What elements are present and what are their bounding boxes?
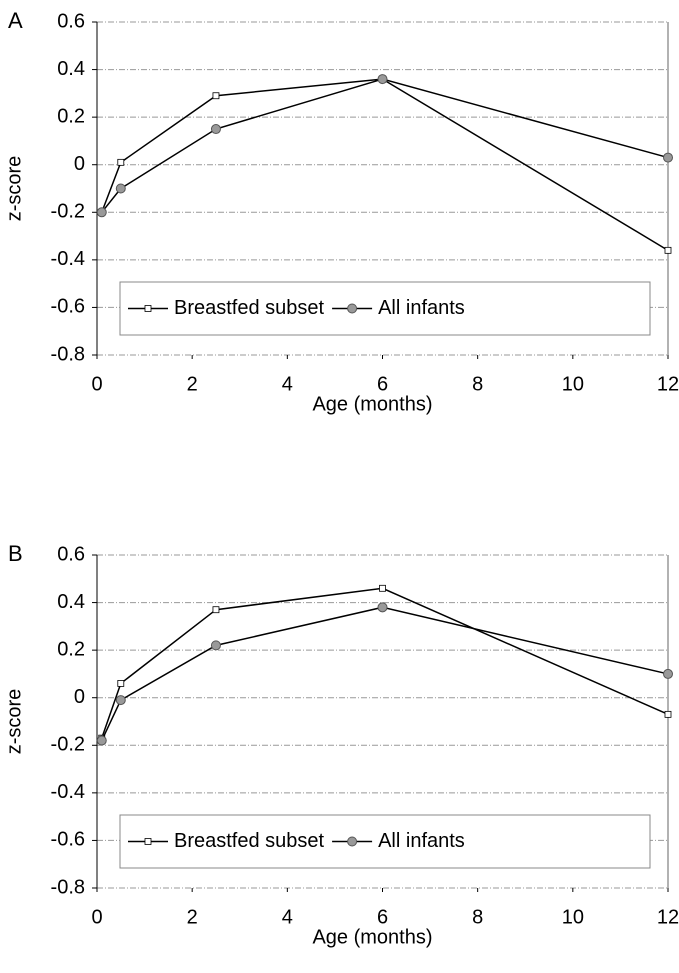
marker bbox=[115, 695, 126, 706]
legend-label: All infants bbox=[378, 297, 465, 319]
y-tick-label: -0.6 bbox=[51, 829, 85, 851]
y-tick-label: 0.2 bbox=[57, 105, 85, 127]
y-tick-label: 0.4 bbox=[57, 591, 85, 613]
y-tick-label: 0 bbox=[74, 686, 85, 708]
y-tick-label: 0.6 bbox=[57, 543, 85, 565]
y-axis-label: z-score bbox=[3, 689, 25, 755]
x-tick-label: 10 bbox=[562, 906, 584, 928]
marker bbox=[210, 640, 221, 651]
legend-marker bbox=[347, 303, 358, 314]
legend-marker bbox=[347, 836, 358, 847]
marker bbox=[117, 158, 125, 166]
x-tick-label: 2 bbox=[187, 906, 198, 928]
marker bbox=[664, 710, 672, 718]
x-tick-label: 12 bbox=[657, 373, 679, 395]
x-axis-label: Age (months) bbox=[312, 926, 432, 948]
marker bbox=[117, 680, 125, 687]
series-line bbox=[101, 606, 669, 741]
legend-label: All infants bbox=[378, 830, 465, 852]
marker bbox=[377, 602, 388, 613]
legend-label: Breastfed subset bbox=[174, 830, 325, 852]
marker bbox=[96, 207, 107, 218]
x-tick-label: 2 bbox=[187, 373, 198, 395]
y-tick-label: 0.6 bbox=[57, 10, 85, 32]
marker bbox=[664, 246, 672, 254]
y-tick-label: 0.4 bbox=[57, 58, 85, 80]
legend-box bbox=[119, 281, 651, 336]
x-tick-label: 8 bbox=[472, 373, 483, 395]
x-tick-label: 0 bbox=[91, 906, 102, 928]
y-tick-label: -0.2 bbox=[51, 201, 85, 223]
x-tick-label: 10 bbox=[562, 373, 584, 395]
x-tick-label: 4 bbox=[282, 373, 293, 395]
legend-marker bbox=[144, 305, 152, 312]
y-tick-label: 0 bbox=[74, 153, 85, 175]
y-axis-label: z-score bbox=[3, 156, 25, 222]
y-tick-label: -0.8 bbox=[51, 876, 85, 898]
x-tick-label: 4 bbox=[282, 906, 293, 928]
x-tick-label: 6 bbox=[377, 906, 388, 928]
series-line bbox=[101, 78, 669, 213]
legend-box bbox=[119, 814, 651, 869]
x-axis-label: Age (months) bbox=[312, 393, 432, 415]
x-tick-label: 0 bbox=[91, 373, 102, 395]
marker bbox=[379, 584, 386, 592]
marker bbox=[212, 92, 220, 100]
x-tick-label: 12 bbox=[657, 906, 679, 928]
y-tick-label: -0.2 bbox=[51, 734, 85, 756]
marker bbox=[115, 183, 126, 194]
x-tick-label: 8 bbox=[472, 906, 483, 928]
panel-label: B bbox=[8, 541, 23, 566]
legend-marker bbox=[144, 838, 152, 845]
legend-label: Breastfed subset bbox=[174, 297, 325, 319]
y-tick-label: -0.6 bbox=[51, 296, 85, 318]
y-tick-label: -0.4 bbox=[51, 248, 85, 270]
marker bbox=[212, 606, 220, 614]
y-tick-label: 0.2 bbox=[57, 638, 85, 660]
x-tick-label: 6 bbox=[377, 373, 388, 395]
marker bbox=[210, 124, 221, 135]
marker bbox=[663, 152, 673, 163]
marker bbox=[96, 735, 107, 746]
y-tick-label: -0.8 bbox=[51, 343, 85, 365]
marker bbox=[377, 74, 388, 85]
y-tick-label: -0.4 bbox=[51, 781, 85, 803]
panel-label: A bbox=[8, 8, 23, 33]
marker bbox=[663, 668, 673, 679]
